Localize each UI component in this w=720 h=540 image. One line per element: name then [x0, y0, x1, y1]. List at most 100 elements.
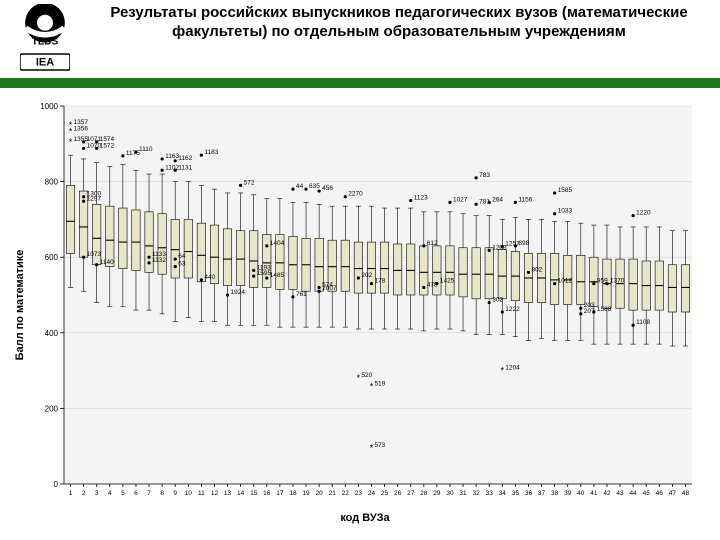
- svg-text:573: 573: [374, 442, 385, 449]
- svg-text:1585: 1585: [558, 187, 573, 194]
- svg-text:2270: 2270: [348, 191, 363, 198]
- svg-text:612: 612: [427, 240, 438, 247]
- svg-text:456: 456: [322, 185, 333, 192]
- svg-text:*: *: [370, 443, 374, 453]
- svg-text:1027: 1027: [453, 196, 468, 203]
- svg-text:1131: 1131: [178, 164, 192, 171]
- svg-text:1123: 1123: [414, 195, 428, 202]
- teds-logo-icon: TEDS: [17, 4, 73, 48]
- svg-text:1404: 1404: [270, 240, 285, 247]
- svg-text:783: 783: [479, 172, 490, 179]
- svg-text:35: 35: [512, 490, 520, 497]
- svg-text:800: 800: [45, 178, 59, 187]
- svg-text:1132: 1132: [152, 257, 166, 264]
- svg-text:4: 4: [108, 490, 112, 497]
- svg-text:1356: 1356: [74, 126, 89, 133]
- accent-bar: [0, 78, 720, 88]
- svg-text:572: 572: [244, 179, 255, 186]
- svg-text:*: *: [370, 381, 374, 391]
- svg-text:1183: 1183: [204, 149, 218, 156]
- svg-text:520: 520: [361, 372, 372, 379]
- svg-text:*: *: [69, 137, 73, 147]
- svg-text:37: 37: [538, 490, 546, 497]
- svg-text:63: 63: [178, 261, 186, 268]
- svg-text:1588: 1588: [597, 306, 612, 313]
- svg-text:600: 600: [45, 253, 59, 262]
- svg-text:761: 761: [296, 291, 307, 298]
- x-axis-title: код ВУЗа: [340, 512, 389, 524]
- svg-text:26: 26: [394, 490, 402, 497]
- svg-text:1156: 1156: [518, 196, 532, 203]
- svg-text:440: 440: [204, 274, 215, 281]
- svg-text:1425: 1425: [440, 278, 455, 285]
- svg-text:44: 44: [296, 183, 304, 190]
- svg-text:42: 42: [603, 490, 611, 497]
- svg-text:1140: 1140: [100, 259, 114, 266]
- y-axis-title: Балл по математике: [14, 250, 26, 361]
- svg-text:39: 39: [564, 490, 572, 497]
- svg-text:1073: 1073: [87, 251, 102, 258]
- svg-text:1162: 1162: [178, 155, 192, 162]
- svg-text:2: 2: [82, 490, 86, 497]
- svg-text:38: 38: [551, 490, 559, 497]
- svg-text:21: 21: [329, 490, 337, 497]
- svg-text:34: 34: [499, 490, 507, 497]
- svg-text:44: 44: [630, 490, 638, 497]
- svg-text:1033: 1033: [558, 208, 573, 215]
- svg-text:200: 200: [45, 404, 59, 413]
- logo-block: TEDS IEA: [10, 4, 80, 74]
- svg-text:802: 802: [531, 266, 542, 273]
- svg-text:13: 13: [224, 490, 232, 497]
- svg-text:264: 264: [492, 196, 503, 203]
- svg-text:64: 64: [178, 253, 186, 260]
- svg-text:17: 17: [276, 490, 284, 497]
- svg-text:47: 47: [669, 490, 677, 497]
- slide-title: Результаты российских выпускников педаго…: [88, 4, 710, 42]
- iea-logo-icon: IEA: [20, 50, 70, 74]
- svg-text:14: 14: [237, 490, 245, 497]
- svg-text:1485: 1485: [270, 272, 285, 279]
- svg-text:10: 10: [185, 490, 193, 497]
- svg-text:2007: 2007: [322, 285, 337, 292]
- svg-text:1220: 1220: [636, 210, 651, 217]
- svg-text:1110: 1110: [139, 146, 153, 153]
- boxplot-svg: 0200400600800100012345678910111213141516…: [30, 100, 700, 510]
- svg-text:635: 635: [309, 183, 320, 190]
- svg-text:40: 40: [577, 490, 585, 497]
- svg-text:*: *: [69, 127, 73, 137]
- svg-text:3: 3: [95, 490, 99, 497]
- svg-text:41: 41: [590, 490, 598, 497]
- svg-text:25: 25: [381, 490, 389, 497]
- svg-text:36: 36: [525, 490, 533, 497]
- svg-text:302: 302: [492, 297, 503, 304]
- svg-text:11: 11: [198, 490, 205, 497]
- svg-text:32: 32: [473, 490, 481, 497]
- svg-text:48: 48: [682, 490, 690, 497]
- svg-text:0: 0: [54, 480, 59, 489]
- svg-text:*: *: [501, 366, 505, 376]
- svg-text:7: 7: [147, 490, 151, 497]
- svg-text:1572: 1572: [100, 142, 115, 149]
- svg-text:898: 898: [518, 240, 529, 247]
- svg-text:9: 9: [173, 490, 177, 497]
- svg-text:12: 12: [211, 490, 219, 497]
- header: TEDS IEA Результаты российских выпускник…: [10, 4, 710, 74]
- svg-text:20: 20: [316, 490, 324, 497]
- svg-text:*: *: [357, 373, 361, 383]
- svg-text:23: 23: [355, 490, 363, 497]
- svg-text:519: 519: [374, 380, 385, 387]
- svg-text:1000: 1000: [40, 102, 58, 111]
- svg-text:1297: 1297: [87, 195, 102, 202]
- svg-text:1222: 1222: [505, 306, 520, 313]
- svg-text:6: 6: [134, 490, 138, 497]
- svg-text:46: 46: [656, 490, 664, 497]
- svg-text:16: 16: [263, 490, 271, 497]
- svg-text:5: 5: [121, 490, 125, 497]
- svg-text:24: 24: [368, 490, 376, 497]
- svg-text:18: 18: [289, 490, 297, 497]
- svg-text:19: 19: [302, 490, 310, 497]
- svg-text:45: 45: [643, 490, 651, 497]
- svg-text:33: 33: [486, 490, 494, 497]
- svg-text:TEDS: TEDS: [32, 37, 59, 48]
- svg-text:1370: 1370: [610, 278, 625, 285]
